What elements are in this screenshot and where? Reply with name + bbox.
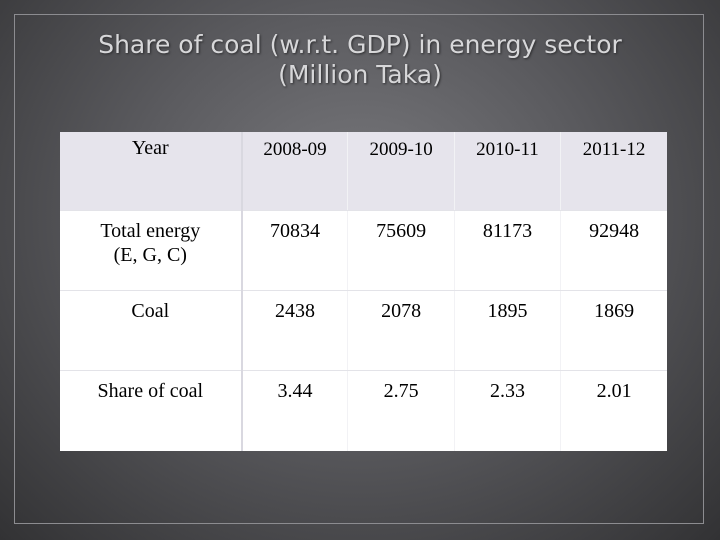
table-cell: 2.75 — [347, 370, 455, 451]
table-cell: 81173 — [454, 210, 562, 291]
table-row-total-energy: Total energy (E, G, C) 70834 75609 81173… — [60, 210, 667, 291]
table-header-row: Year 2008-09 2009-10 2010-11 2011-12 — [60, 132, 667, 211]
header-label-year: Year — [60, 132, 243, 211]
table-cell: 92948 — [560, 210, 667, 291]
table-row-coal: Coal 2438 2078 1895 1869 — [60, 290, 667, 371]
header-year-cell: 2009-10 — [347, 132, 455, 211]
table-cell: 75609 — [347, 210, 455, 291]
coal-share-table: Year 2008-09 2009-10 2010-11 2011-12 Tot… — [60, 132, 667, 451]
table-cell: 2078 — [347, 290, 455, 371]
slide-title-line-2: (Million Taka) — [278, 60, 442, 89]
slide-title: Share of coal (w.r.t. GDP) in energy sec… — [0, 30, 720, 90]
table-cell: 1895 — [454, 290, 562, 371]
header-year-cell: 2008-09 — [241, 132, 349, 211]
table-cell: 2438 — [241, 290, 349, 371]
slide-title-line-1: Share of coal (w.r.t. GDP) in energy sec… — [98, 30, 622, 59]
table-cell: 70834 — [241, 210, 349, 291]
table-cell: 2.01 — [596, 379, 632, 402]
row-label-coal: Coal — [60, 290, 243, 371]
header-year-cell: 2011-12 — [560, 132, 667, 211]
table-cell: 1869 — [560, 290, 667, 371]
row-label-line-1: Total energy — [100, 219, 201, 242]
row-label-total-energy: Total energy (E, G, C) — [60, 210, 243, 291]
header-year-cell: 2010-11 — [454, 132, 562, 211]
table-row-share-of-coal: Share of coal 3.44 2.75 2.33 2.01 — [60, 370, 667, 451]
row-label-line-2: (E, G, C) — [113, 243, 187, 266]
table-cell: 3.44 — [241, 370, 349, 451]
row-label-share-of-coal: Share of coal — [60, 370, 243, 451]
table-cell: 2.33 — [454, 370, 562, 451]
slide-frame — [14, 14, 704, 524]
